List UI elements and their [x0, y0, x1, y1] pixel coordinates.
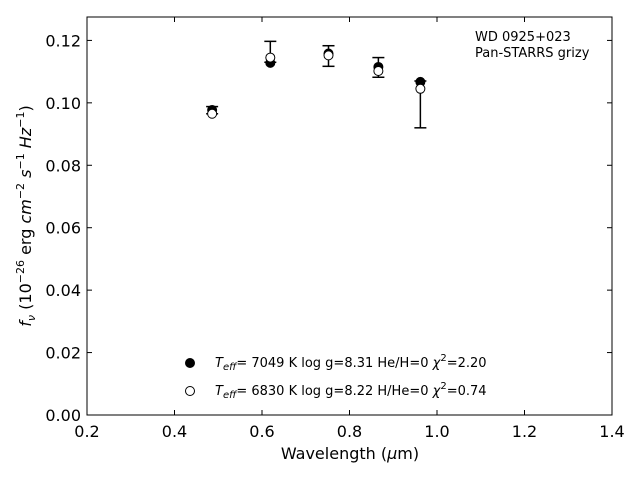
- y-tick-label: 0.06: [45, 219, 81, 238]
- plot-area: [86, 16, 613, 416]
- y-axis: 0.00 0.02 0.04 0.06 0.08 0.10 0.12: [45, 31, 612, 425]
- y-tick-label: 0.00: [45, 406, 81, 425]
- x-axis: 0.2 0.4 0.6 0.8 1.0 1.2 1.4: [74, 17, 625, 441]
- point-open: [415, 83, 426, 94]
- y-tick-label: 0.02: [45, 344, 81, 363]
- x-tick-label: 0.6: [249, 422, 274, 441]
- y-tick-label: 0.12: [45, 31, 81, 50]
- point-open: [207, 108, 218, 119]
- legend: Teff= 7049 K log g=8.31 He/H=0 χ2=2.20 T…: [185, 353, 487, 401]
- y-tick-label: 0.08: [45, 156, 81, 175]
- data-points: [207, 48, 426, 119]
- legend-label-open: Teff= 6830 K log g=8.22 H/He=0 χ2=0.74: [215, 381, 487, 401]
- point-open: [323, 50, 334, 61]
- y-axis-label: fν (10−26 erg cm−2 s−1 Hz−1): [14, 105, 38, 326]
- x-tick-label: 1.0: [424, 422, 449, 441]
- point-open: [373, 66, 384, 77]
- annotation-survey: Pan-STARRS grizy: [475, 46, 590, 61]
- x-tick-label: 1.2: [512, 422, 537, 441]
- point-open: [265, 52, 276, 63]
- y-tick-label: 0.04: [45, 281, 81, 300]
- x-tick-label: 0.2: [74, 422, 99, 441]
- legend-label-filled: Teff= 7049 K log g=8.31 He/H=0 χ2=2.20: [215, 353, 487, 373]
- legend-marker-filled: [185, 358, 195, 368]
- x-tick-label: 0.8: [337, 422, 362, 441]
- y-tick-label: 0.10: [45, 94, 81, 113]
- x-axis-label: Wavelength (μm): [281, 444, 419, 463]
- annotation-object: WD 0925+023: [475, 30, 571, 45]
- x-tick-label: 0.4: [162, 422, 187, 441]
- legend-marker-open: [185, 386, 195, 396]
- x-tick-label: 1.4: [599, 422, 624, 441]
